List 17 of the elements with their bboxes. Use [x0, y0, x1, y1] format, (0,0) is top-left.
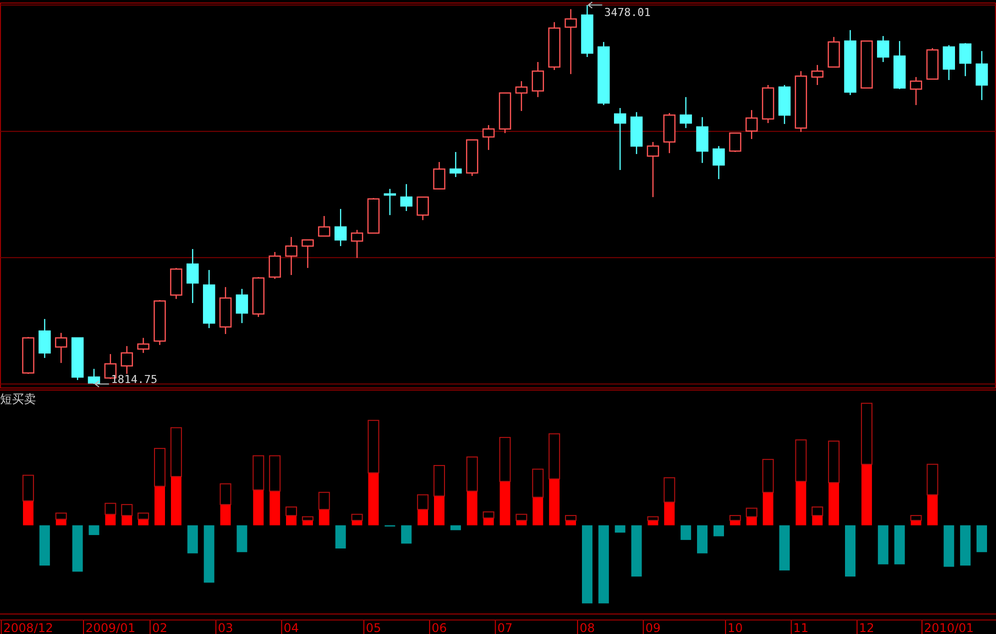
x-tick-label: 02	[152, 621, 168, 634]
annotation: 3478.01	[604, 6, 651, 20]
x-tick-label: 06	[432, 621, 447, 634]
x-tick-label: 12	[859, 621, 874, 634]
x-tick-label: 08	[580, 621, 595, 634]
annotation: 1814.75	[110, 372, 158, 386]
x-tick-label: 2009/01	[85, 621, 136, 634]
x-tick-label: 05	[366, 621, 382, 634]
x-tick-label: 07	[497, 621, 513, 634]
x-tick-label: 2008/12	[3, 621, 54, 634]
x-tick-label: 03	[218, 621, 234, 634]
chart-title: 短买卖	[0, 392, 36, 406]
x-tick-label: 10	[728, 621, 743, 634]
x-tick-label: 04	[284, 621, 299, 634]
x-tick-label: 11	[793, 621, 809, 634]
x-tick-label: 2010/01	[924, 621, 974, 634]
x-tick-label: 09	[645, 621, 661, 634]
